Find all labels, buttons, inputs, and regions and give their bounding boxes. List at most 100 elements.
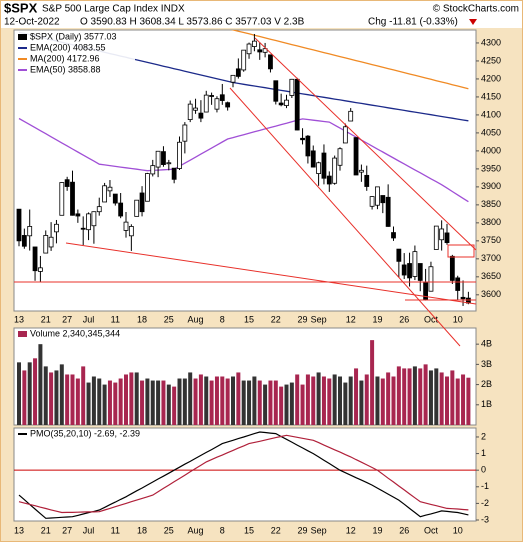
candle-body [96,206,102,213]
candle-body [38,267,43,272]
volume-bar [177,378,182,425]
candle-body [412,251,418,277]
candle-body [268,54,273,70]
candle-body [246,43,252,55]
volume-bar [359,380,364,425]
candle-body [193,107,198,111]
volume-bar [289,382,294,425]
y-tick-label: 3B [481,359,492,369]
x-tick-label: 29 [298,314,308,324]
x-tick-label: 26 [399,525,409,535]
volume-bar [209,380,214,425]
x-tick-label: 13 [14,314,24,324]
candle-body [32,246,38,272]
volume-bar [268,380,273,425]
volume-bar [81,366,86,425]
candle-body [305,135,311,157]
line [230,30,469,90]
candle-body [241,49,247,71]
volume-bar [466,377,471,425]
volume-bar [461,374,466,425]
candle-body [326,175,332,185]
volume-bar [198,374,203,425]
candle-body [171,167,177,180]
x-tick-label: 13 [14,525,24,535]
volume-bar [455,378,460,425]
x-tick-label: Oct [424,314,439,324]
legend-entry: Volume 2,340,345,344 [30,328,120,338]
volume-bar [247,380,252,425]
volume-bar [188,372,193,425]
credit: © StockCharts.com [433,4,519,15]
trend-line [65,242,477,305]
candle-body [187,103,193,120]
y-tick-label: 4150 [481,91,501,101]
volume-bar [59,364,64,425]
candle-body [455,277,461,291]
y-tick-label: 4B [481,339,492,349]
x-tick-label: 18 [137,314,147,324]
candle-body [43,235,49,254]
x-tick-label: 15 [244,314,254,324]
volume-bar [17,362,21,425]
candle-body [353,137,359,176]
candle-body [230,74,236,83]
volume-bar [161,380,166,425]
volume-bar [150,380,155,425]
volume-bar [22,370,27,425]
y-tick-label: 3750 [481,235,501,245]
volume-bar [97,378,102,425]
volume-bar [445,376,449,425]
volume-bar [402,368,407,425]
volume-bar [124,374,128,425]
y-tick-label: 4250 [481,55,501,65]
candle-body [102,185,107,203]
candle-body [144,173,150,202]
volume-bar [75,378,80,425]
y-tick-label: 3700 [481,253,501,263]
volume-bar [193,378,198,425]
candle-body [401,264,407,276]
candle-body [348,110,354,122]
candle-body [428,266,434,292]
candle-body [118,202,124,217]
candle-body [209,95,215,97]
volume-bar [43,366,48,425]
candle-body [70,181,75,216]
volume-bar [49,372,54,425]
candle-body [337,148,343,166]
candle-body [75,213,81,217]
volume-bar [182,378,187,425]
candle-body [59,182,65,216]
volume-bar [107,380,112,425]
volume-bar [380,378,385,425]
x-tick-label: 11 [111,314,120,324]
pmo-plot [14,431,476,519]
x-tick-label: 12 [346,314,356,324]
candle-body [417,263,423,281]
y-tick-label: 3950 [481,163,501,173]
candle-body [391,232,396,239]
candle-body [316,162,322,174]
volume-bar [370,340,375,425]
price-plot [16,30,471,306]
volume-bar [450,370,455,425]
candle-body [128,226,134,237]
y-tick-label: 4300 [481,37,501,47]
candle-body [16,208,22,242]
change: Chg -11.81 (-0.33%) [368,17,458,28]
volume-bar [295,374,300,425]
candle-body [150,165,156,175]
candle-body [375,186,380,206]
volume-bar [396,366,401,425]
candle-body [364,174,370,187]
candle-body [80,227,86,230]
candle-body [380,195,386,204]
candle-body [155,150,161,168]
volume-bar [348,376,353,425]
candle-body [273,80,279,102]
volume-bar [33,358,38,425]
candle-body [342,126,348,144]
candle-body [289,78,295,96]
